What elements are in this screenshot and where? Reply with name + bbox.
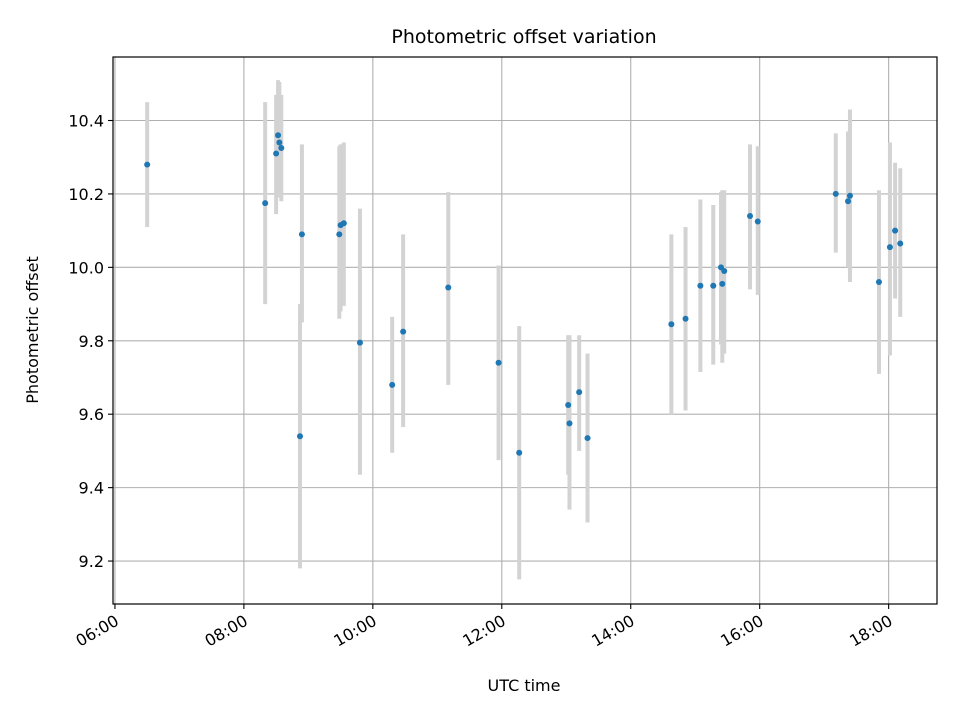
data-point [576, 389, 583, 396]
data-point [389, 381, 396, 388]
data-point [668, 321, 675, 328]
data-point [875, 279, 882, 286]
y-tick-label: 9.6 [79, 405, 104, 424]
data-point [356, 339, 363, 346]
data-point [719, 280, 726, 287]
y-axis-ticks: 9.2 9.4 9.6 9.8 10.0 10.2 10.4 [68, 112, 113, 571]
y-tick-label: 9.2 [79, 552, 104, 571]
data-point [566, 420, 573, 427]
x-axis-title: UTC time [488, 676, 561, 695]
data-point [273, 150, 280, 157]
data-point [846, 192, 853, 199]
data-point [445, 284, 452, 291]
data-point [886, 244, 893, 251]
data-point [747, 212, 754, 219]
y-tick-label: 10.2 [68, 185, 104, 204]
data-point [845, 198, 852, 205]
data-point [298, 231, 305, 238]
data-point [336, 231, 343, 238]
data-point [275, 132, 282, 139]
data-point [682, 315, 689, 322]
data-point [516, 449, 523, 456]
data-point [144, 161, 151, 168]
data-point [565, 402, 572, 409]
plot-frame [112, 56, 938, 605]
data-point [697, 282, 704, 289]
y-tick-label: 9.4 [79, 479, 104, 498]
data-points [144, 132, 904, 456]
data-point [710, 282, 717, 289]
data-point [721, 268, 728, 275]
chart-title: Photometric offset variation [391, 26, 656, 48]
data-point [495, 359, 502, 366]
data-point [892, 227, 899, 234]
y-tick-label: 10.4 [68, 112, 104, 131]
data-point [340, 220, 347, 227]
y-tick-label: 9.8 [79, 332, 104, 351]
data-point [754, 218, 761, 225]
data-point [832, 190, 839, 197]
data-point [278, 145, 285, 152]
data-point [897, 240, 904, 247]
data-point [276, 139, 283, 146]
data-point [296, 433, 303, 440]
data-point [584, 435, 591, 442]
data-point [262, 200, 269, 207]
y-axis-title: Photometric offset [23, 256, 42, 404]
data-point [400, 328, 407, 335]
y-tick-label: 10.0 [68, 258, 104, 277]
